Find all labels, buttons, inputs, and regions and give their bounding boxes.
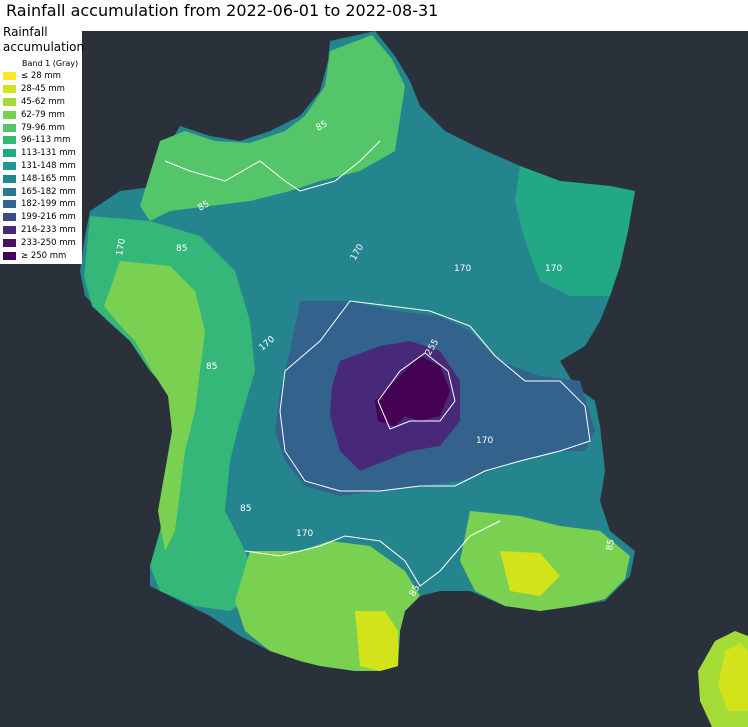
zone-north-coast (140, 35, 405, 221)
contour-label-170: 170 (476, 436, 493, 446)
legend-swatch (3, 225, 16, 234)
legend-item: 113-131 mm (3, 147, 76, 160)
legend-label: 79-96 mm (21, 122, 65, 133)
legend-label: 113-131 mm (21, 148, 76, 159)
legend-swatch (3, 136, 16, 145)
legend-swatch (3, 251, 16, 260)
legend-label: 199-216 mm (21, 212, 76, 223)
legend: Rainfall accumulation Band 1 (Gray) ≤ 28… (0, 22, 84, 264)
legend-swatch (3, 97, 16, 106)
legend-item: 131-148 mm (3, 160, 76, 173)
rainfall-map: 85 85 85 85 85 85 85 170 170 170 170 170… (80, 31, 748, 727)
legend-item: 45-62 mm (3, 96, 76, 109)
legend-title: Rainfall accumulation (3, 25, 84, 55)
legend-item: ≥ 250 mm (3, 249, 76, 262)
legend-swatch (3, 174, 16, 183)
legend-item: 165-182 mm (3, 185, 76, 198)
legend-swatch (3, 149, 16, 158)
contour-85-south (244, 520, 501, 587)
legend-item: 79-96 mm (3, 121, 76, 134)
legend-label: 28-45 mm (21, 84, 65, 95)
legend-swatch (3, 200, 16, 209)
legend-item: 28-45 mm (3, 83, 76, 96)
contour-label-170: 170 (296, 529, 313, 539)
legend-label: 216-233 mm (21, 224, 76, 235)
contour-label-85: 85 (176, 244, 187, 254)
legend-item: ≤ 28 mm (3, 70, 76, 83)
contour-label-85: 85 (206, 362, 217, 372)
legend-label: 182-199 mm (21, 199, 76, 210)
contour-label-85: 85 (408, 584, 422, 599)
legend-item: 233-250 mm (3, 236, 76, 249)
corsica-dry (718, 643, 748, 711)
zone-southeast-dry (500, 551, 560, 596)
legend-swatch (3, 187, 16, 196)
legend-item: 62-79 mm (3, 108, 76, 121)
legend-item: 182-199 mm (3, 198, 76, 211)
legend-swatch (3, 161, 16, 170)
zone-south-dry (355, 611, 398, 671)
contour-label-85: 85 (197, 199, 212, 213)
legend-swatch (3, 123, 16, 132)
legend-item: 199-216 mm (3, 211, 76, 224)
legend-label: ≤ 28 mm (21, 71, 61, 82)
map-title: Rainfall accumulation from 2022-06-01 to… (6, 1, 439, 20)
contour-85-north (164, 140, 381, 192)
legend-label: 233-250 mm (21, 237, 76, 248)
contour-label-170: 170 (545, 264, 562, 274)
legend-label: 131-148 mm (21, 160, 76, 171)
legend-label: 148-165 mm (21, 173, 76, 184)
contour-label-85: 85 (240, 504, 251, 514)
contour-255 (377, 352, 456, 430)
zone-west-dry (104, 261, 205, 551)
legend-swatch (3, 85, 16, 94)
legend-label: 165-182 mm (21, 186, 76, 197)
legend-items: ≤ 28 mm 28-45 mm 45-62 mm 62-79 mm 79-96 mm 9… (3, 70, 76, 262)
legend-swatch (3, 72, 16, 81)
contour-label-170: 170 (454, 264, 471, 274)
legend-band-label: Band 1 (Gray) (22, 59, 79, 68)
legend-title-line-1: Rainfall (3, 25, 48, 39)
zone-center-wettest (375, 356, 450, 426)
legend-label: 96-113 mm (21, 135, 71, 146)
contour-label-85: 85 (315, 119, 330, 133)
legend-label: 45-62 mm (21, 96, 65, 107)
legend-label: 62-79 mm (21, 109, 65, 120)
contour-170-center (279, 300, 591, 492)
legend-swatch (3, 110, 16, 119)
contour-lines (164, 140, 591, 587)
map-area[interactable]: 85 85 85 85 85 85 85 170 170 170 170 170… (0, 31, 748, 727)
legend-title-line-2: accumulation (3, 40, 85, 54)
legend-swatch (3, 238, 16, 247)
contour-label-85: 85 (605, 539, 617, 552)
legend-item: 96-113 mm (3, 134, 76, 147)
zone-east (515, 166, 635, 296)
legend-swatch (3, 213, 16, 222)
legend-item: 148-165 mm (3, 172, 76, 185)
contour-label-170: 170 (115, 238, 128, 257)
legend-item: 216-233 mm (3, 224, 76, 237)
legend-label: ≥ 250 mm (21, 250, 67, 261)
